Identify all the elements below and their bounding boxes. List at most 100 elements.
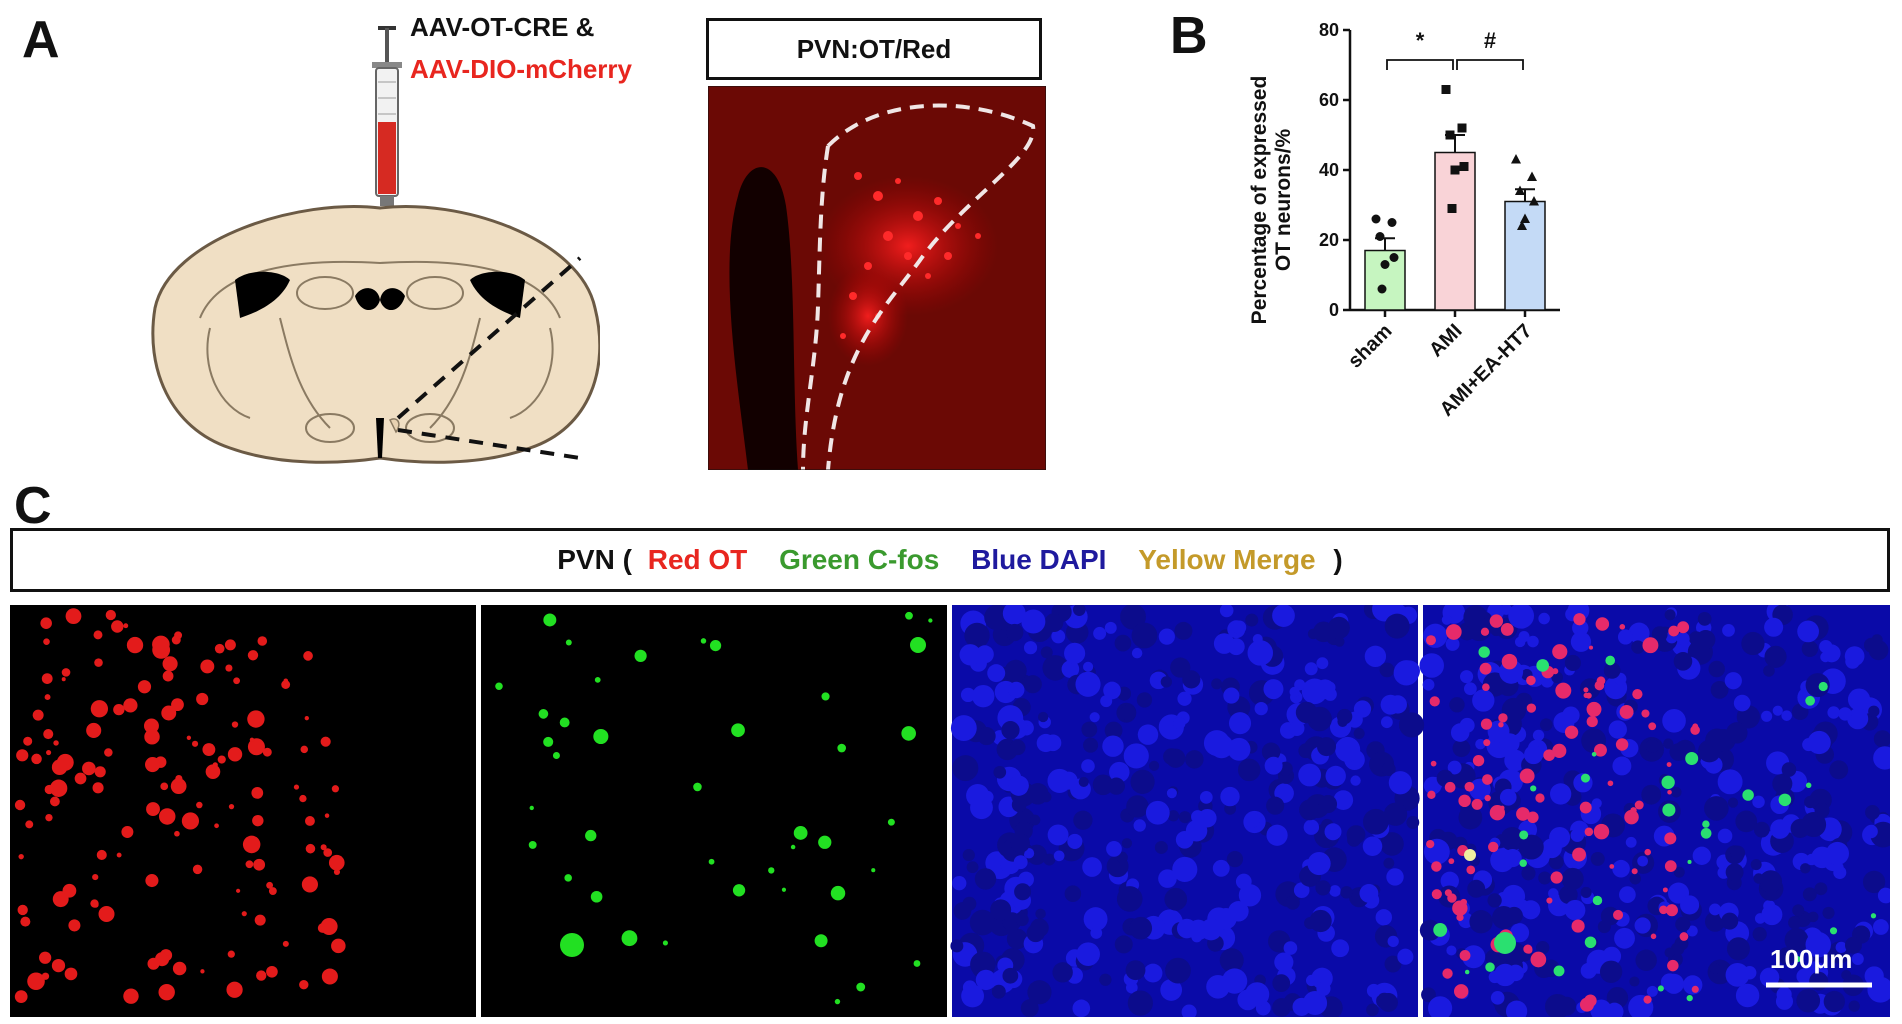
red-cell [321,968,338,985]
red-cell [152,635,170,654]
merge-green-cell [1700,827,1712,839]
merge-nucleus [1551,671,1563,684]
red-cell [74,772,87,785]
merge-nucleus [1697,612,1712,626]
red-cell [52,891,69,908]
merge-nucleus [1670,786,1682,798]
dapi-nucleus [1061,660,1080,678]
red-cell [105,609,116,621]
dapi-nucleus [1245,982,1270,1007]
merge-nucleus [1676,632,1690,646]
red-cell [236,888,241,893]
merge-red-cell [1444,889,1452,897]
dapi-nucleus [1067,833,1083,849]
dapi-nucleus [1053,850,1065,862]
dapi-nucleus [1099,973,1112,986]
red-cell [32,709,44,721]
dapi-nucleus [1181,1004,1197,1017]
merge-red-cell [1632,689,1643,700]
green-cell [594,676,601,683]
dapi-nucleus [1109,761,1130,783]
merge-nucleus [1805,931,1831,958]
merge-green-cell [1829,927,1838,935]
fluorescence-micrographs [10,605,1890,1017]
merge-nucleus [1629,976,1640,987]
red-cell [49,796,60,807]
merge-red-cell [1612,909,1624,920]
merge-red-cell [1480,718,1493,730]
red-cell [164,949,171,956]
dapi-nucleus [1313,621,1334,643]
dapi-nucleus [1072,605,1086,616]
merge-red-cell [1530,951,1547,968]
dapi-nucleus [1393,660,1419,686]
merge-nucleus [1725,863,1744,882]
dapi-nucleus [1083,907,1108,932]
merge-nucleus [1499,788,1517,806]
red-cell [161,705,177,721]
merge-nucleus [1428,996,1453,1017]
red-cell [171,635,181,645]
merge-nucleus [1848,1000,1860,1012]
dapi-nucleus [1047,824,1069,846]
red-cell [113,703,125,716]
merge-red-cell [1480,627,1490,636]
merge-nucleus [1829,760,1849,780]
dapi-nucleus [959,644,981,666]
green-cell [593,728,609,745]
red-cell [143,718,159,734]
merge-nucleus [1458,805,1483,830]
red-cell [146,802,160,816]
merge-nucleus [1764,645,1787,668]
dapi-nucleus [1078,776,1089,787]
red-cell [144,729,160,745]
merge-red-cell [1500,805,1505,811]
merge-nucleus [1472,689,1495,712]
merge-red-cell [1589,645,1594,650]
merge-nucleus [1752,927,1767,942]
dapi-nucleus [1167,810,1180,822]
dapi-nucleus [1023,641,1038,655]
green-cell [910,637,926,653]
green-cell [732,884,746,897]
dapi-nucleus [1037,711,1049,723]
red-cell [247,738,265,756]
dapi-nucleus [1244,812,1260,828]
merge-red-cell [1472,754,1485,767]
merge-nucleus [1873,919,1889,935]
dapi-nucleus [1044,613,1064,633]
merge-nucleus [1844,936,1862,954]
merge-nucleus [1503,848,1522,868]
dapi-nucleus [974,868,997,890]
merge-nucleus [1570,828,1585,842]
dapi-nucleus [1001,721,1020,740]
dapi-nucleus [1220,786,1240,807]
red-cell [200,659,215,674]
red-cell [241,911,247,917]
dapi-nucleus [1334,636,1345,647]
data-point [1447,204,1457,213]
red-cell [281,680,291,689]
merge-nucleus [1851,953,1864,966]
green-cell [901,726,916,741]
dapi-nucleus [1075,671,1101,697]
merge-nucleus [1603,662,1621,679]
merge-red-cell [1630,807,1637,814]
merge-nucleus [1509,923,1530,943]
red-cell [181,812,200,830]
merge-red-cell [1584,827,1594,837]
merge-green-cell [1870,913,1877,919]
merge-nucleus [1548,854,1564,870]
dapi-nucleus [1386,868,1404,886]
red-cell [39,951,52,964]
merge-red-cell [1690,725,1700,735]
merge-red-cell [1664,860,1677,873]
red-cell [175,774,183,783]
red-cell [300,745,308,754]
merge-nucleus [1721,912,1739,930]
green-cell [905,611,913,620]
dapi-nucleus [1114,935,1133,954]
merge-nucleus [1680,895,1700,915]
merge-nucleus [1838,707,1852,721]
dapi-nucleus [1203,730,1230,756]
